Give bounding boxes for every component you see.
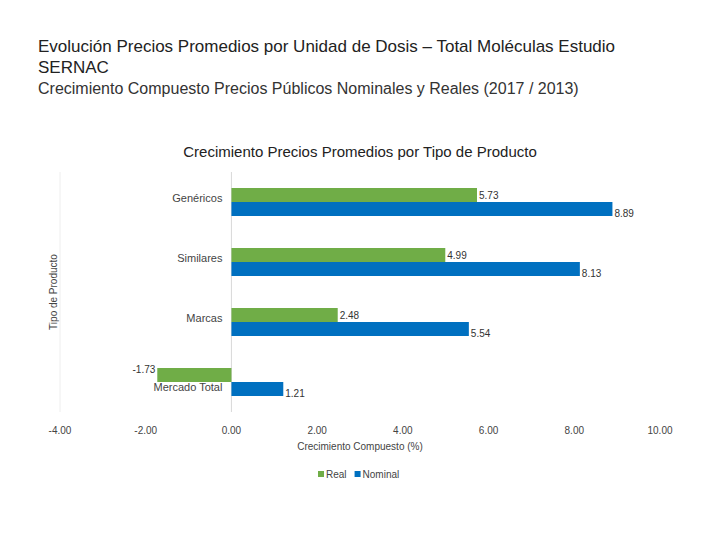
data-label: 8.89	[614, 208, 634, 219]
chart: Crecimiento Precios Promedios por Tipo d…	[0, 0, 720, 540]
legend-label: Real	[326, 469, 347, 480]
header: Evolución Precios Promedios por Unidad d…	[38, 36, 688, 99]
tick-mark	[145, 412, 146, 415]
subtitle: Crecimiento Compuesto Precios Públicos N…	[38, 78, 688, 99]
tick-label: -2.00	[134, 425, 157, 436]
bar	[231, 262, 579, 276]
tick-mark	[660, 412, 661, 415]
tick-label: 10.00	[647, 425, 672, 436]
tick-label: 4.00	[393, 425, 413, 436]
tick-mark	[317, 412, 318, 415]
tick-label: 0.00	[222, 425, 242, 436]
tick-mark	[488, 412, 489, 415]
bar	[231, 188, 477, 202]
bar	[231, 322, 468, 336]
data-label: 4.99	[447, 250, 467, 261]
data-label: 2.48	[340, 310, 360, 321]
tick-label: 2.00	[307, 425, 327, 436]
legend-item: Real	[318, 469, 347, 480]
category-label: Marcas	[186, 312, 223, 324]
legend-item: Nominal	[355, 469, 400, 480]
tick-mark	[574, 412, 575, 415]
bar	[231, 202, 612, 216]
legend-label: Nominal	[363, 469, 400, 480]
category-label: Genéricos	[172, 192, 223, 204]
title: Evolución Precios Promedios por Unidad d…	[38, 36, 688, 78]
tick-mark	[402, 412, 403, 415]
tick-mark	[231, 412, 232, 415]
bar	[231, 382, 283, 396]
page: {"chart_data": {"type": "bar", "orientat…	[0, 0, 720, 540]
x-axis-label: Crecimiento Compuesto (%)	[297, 441, 423, 452]
bar	[231, 248, 445, 262]
bar	[231, 308, 337, 322]
category-label: Mercado Total	[154, 381, 223, 393]
bar	[157, 368, 231, 382]
y-axis-label: Tipo de Producto	[48, 254, 59, 330]
data-label: -1.73	[132, 364, 155, 375]
category-label: Similares	[177, 252, 223, 264]
axis-line	[60, 172, 61, 412]
data-label: 1.21	[285, 388, 305, 399]
tick-label: 6.00	[479, 425, 499, 436]
tick-mark	[60, 412, 61, 415]
data-label: 5.73	[479, 190, 499, 201]
data-label: 8.13	[582, 268, 602, 279]
legend-swatch	[318, 471, 324, 477]
legend-swatch	[355, 471, 361, 477]
tick-label: -4.00	[49, 425, 72, 436]
tick-label: 8.00	[565, 425, 585, 436]
bars	[157, 188, 612, 396]
data-label: 5.54	[471, 328, 491, 339]
chart-title: Crecimiento Precios Promedios por Tipo d…	[183, 143, 537, 160]
